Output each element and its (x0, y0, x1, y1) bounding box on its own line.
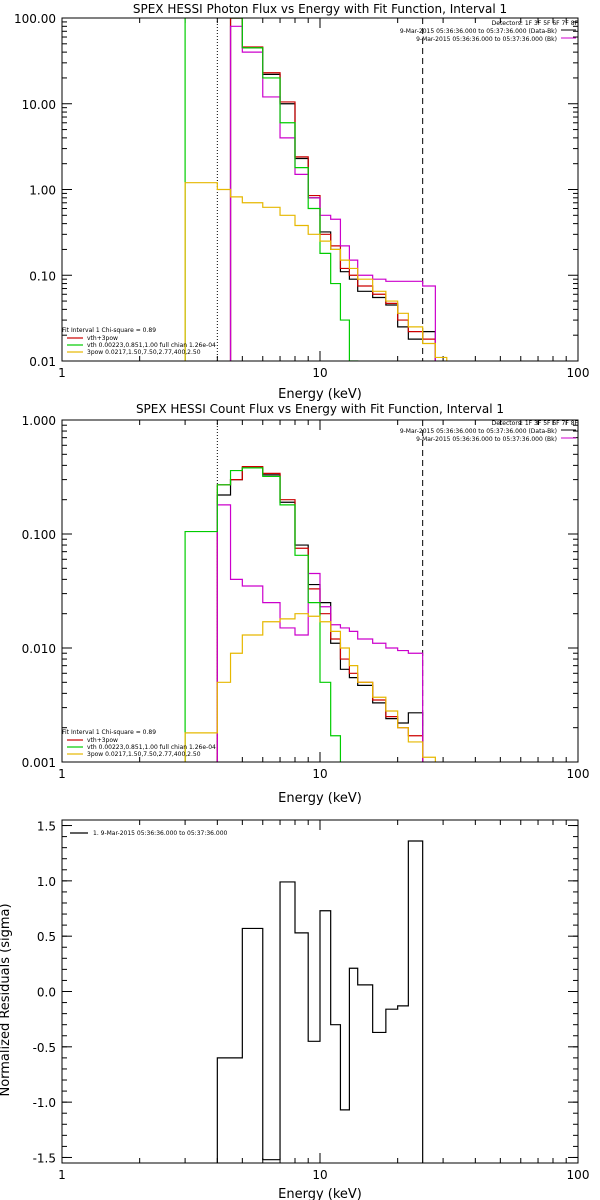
y-tick-label: 100.00 (14, 12, 56, 26)
photon-flux-marks: 1 10 100 0.01 0.10 1.00 10.00 100.00 (14, 12, 590, 380)
panel-3-ylabel: Normalized Residuals (sigma) (0, 903, 13, 1096)
data-series-group (184, 466, 448, 762)
y-tick-label: 0.10 (29, 269, 56, 283)
residuals-legend: 1. 9-Mar-2015 05:36:36.000 to 05:37:36.0… (93, 830, 228, 837)
photon-flux-info: Detectors: 1F 3F 5F 6F 7F 8F 9-Mar-2015 … (400, 20, 579, 43)
y-tick-label: 10.00 (22, 98, 56, 112)
data-series-group (184, 18, 448, 361)
legend-label-vth: vth 0.00223,0.851,1.00 full chian 1.26e-… (87, 744, 216, 751)
series-bk (229, 25, 436, 361)
panel-2-xlabel: Energy (keV) (278, 791, 362, 806)
y-tick-label: 1.00 (29, 184, 56, 198)
series-bk (216, 504, 424, 762)
y-tick-label: 0.010 (22, 642, 56, 656)
series-vth (184, 467, 350, 762)
y-tick-label: -0.5 (33, 1041, 56, 1055)
x-tick-label: 100 (567, 1168, 590, 1182)
y-tick-label: 0.0 (37, 986, 56, 1000)
x-tick-label: 10 (312, 1168, 327, 1182)
series-data-bk (229, 18, 436, 361)
x-tick-label: 10 (312, 767, 327, 781)
y-tick-label: 0.5 (37, 930, 56, 944)
bk-interval-label: 9-Mar-2015 05:36:36.000 to 05:37:36.000 … (416, 36, 557, 43)
y-tick-label: 0.01 (29, 355, 56, 369)
x-tick-label: 1 (58, 1168, 66, 1182)
y-tick-label: 1.0 (37, 875, 56, 889)
y-tick-label: 0.100 (22, 528, 56, 542)
legend-label-3pow: 3pow 0.0217,1.50,7.50,2.77,400,2.50 (87, 751, 201, 758)
detectors-label: Detectors: 1F 3F 5F 6F 7F 8F (492, 20, 579, 27)
panel-1-xlabel: Energy (keV) (278, 387, 362, 402)
series-3pow (184, 182, 448, 361)
x-tick-label: 10 (312, 366, 327, 380)
series-3pow (184, 613, 448, 762)
panel-3-xlabel: Energy (keV) (278, 1187, 362, 1200)
panel-1-title: SPEX HESSI Photon Flux vs Energy with Fi… (133, 2, 507, 16)
photon-flux-panel: SPEX HESSI Photon Flux vs Energy with Fi… (14, 2, 590, 402)
y-tick-label: -1.5 (33, 1151, 56, 1165)
legend-label-vth: vth 0.00223,0.851,1.00 full chian 1.26e-… (87, 342, 216, 349)
count-flux-panel: SPEX HESSI Count Flux vs Energy with Fit… (22, 402, 590, 806)
x-tick-label: 100 (567, 366, 590, 380)
x-tick-label: 1 (58, 366, 66, 380)
count-flux-marks: 1 10 100 0.001 0.010 0.100 1.000 (22, 414, 590, 781)
legend-label-vth-3pow: vth+3pow (87, 737, 118, 744)
legend-label-3pow: 3pow 0.0217,1.50,7.50,2.77,400,2.50 (87, 349, 201, 356)
y-tick-label: 1.000 (22, 414, 56, 428)
count-flux-legend: Fit Interval 1 Chi-square = 0.89 vth+3po… (62, 729, 216, 758)
y-tick-label: 0.001 (22, 756, 56, 770)
data-series-group (216, 840, 424, 1163)
photon-flux-legend: Fit Interval 1 Chi-square = 0.89 vth+3po… (62, 327, 216, 356)
x-tick-label: 1 (58, 767, 66, 781)
bk-interval-label: 9-Mar-2015 05:36:36.000 to 05:37:36.000 … (416, 436, 557, 443)
plot-frame (61, 419, 579, 763)
data-bk-interval-label: 9-Mar-2015 05:36:36.000 to 05:37:36.000 … (400, 28, 557, 35)
fit-interval-label: Fit Interval 1 Chi-square = 0.89 (62, 327, 156, 334)
series-vth (184, 18, 374, 361)
series-residuals (216, 840, 424, 1163)
plot-frame (61, 17, 579, 362)
fit-interval-label: Fit Interval 1 Chi-square = 0.89 (62, 729, 156, 736)
y-tick-label: 1.5 (37, 820, 56, 834)
series-vth-3pow (229, 18, 436, 361)
residuals-panel: 1 10 100 -1.5 -1.0 -0.5 0.0 0.5 1.0 1.5 1. 9-Mar-… (0, 819, 590, 1200)
data-bk-interval-label: 9-Mar-2015 05:36:36.000 to 05:37:36.000 … (400, 428, 557, 435)
residuals-legend-label: 1. 9-Mar-2015 05:36:36.000 to 05:37:36.0… (93, 830, 228, 837)
residuals-marks: 1 10 100 -1.5 -1.0 -0.5 0.0 0.5 1.0 1.5 (33, 819, 590, 1182)
plot-frame (61, 819, 579, 1164)
count-flux-info: Detectors: 1F 3F 5F 6F 7F 8F 9-Mar-2015 … (400, 420, 579, 443)
y-tick-label: -1.0 (33, 1096, 56, 1110)
panel-2-title: SPEX HESSI Count Flux vs Energy with Fit… (136, 402, 504, 416)
detectors-label: Detectors: 1F 3F 5F 6F 7F 8F (492, 420, 579, 427)
legend-label-vth-3pow: vth+3pow (87, 335, 118, 342)
x-tick-label: 100 (567, 767, 590, 781)
